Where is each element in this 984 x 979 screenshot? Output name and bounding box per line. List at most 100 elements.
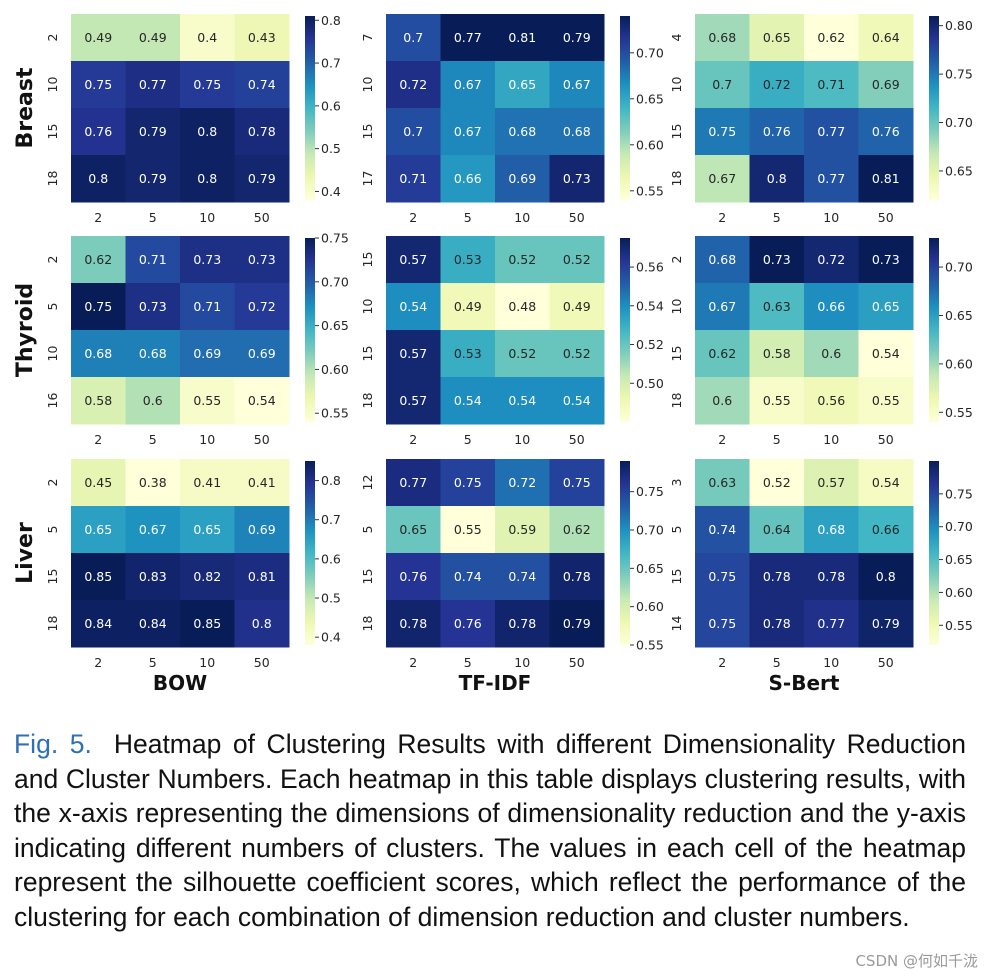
x-tick-label: 2 bbox=[718, 432, 726, 447]
y-tick-label: 10 bbox=[360, 299, 375, 315]
heatmap-cell bbox=[71, 108, 126, 156]
cell-value-label: 0.72 bbox=[248, 299, 276, 314]
heatmap-cell bbox=[695, 506, 750, 554]
heatmap-cell bbox=[440, 283, 496, 331]
heatmap-cell bbox=[71, 61, 126, 109]
x-tick-label: 10 bbox=[199, 432, 215, 447]
heatmap-cell bbox=[125, 330, 181, 378]
cell-value-label: 0.78 bbox=[399, 616, 427, 631]
heatmap-figure: 0.49 0.49 0.4 0.430.75 0.77 0.75 0.740.76 0.79 0… bbox=[13, 13, 973, 695]
heatmap-cell bbox=[804, 459, 859, 507]
heatmap-cell bbox=[440, 108, 496, 156]
heatmap-cell bbox=[749, 553, 805, 601]
cell-value-label: 0.84 bbox=[139, 616, 167, 631]
cell-value-label: 0.69 bbox=[248, 522, 276, 537]
heatmap-cell bbox=[71, 236, 126, 284]
caption-text: Heatmap of Clustering Results with diffe… bbox=[14, 729, 966, 932]
cell-value-label: 0.81 bbox=[508, 30, 536, 45]
heatmap-cell bbox=[125, 506, 181, 554]
cell-value-label: 0.8 bbox=[197, 171, 217, 186]
heatmap-cell bbox=[695, 14, 750, 62]
heatmap-cell bbox=[386, 108, 441, 156]
cell-value-label: 0.68 bbox=[708, 30, 736, 45]
cell-value-label: 0.69 bbox=[508, 171, 536, 186]
y-tick-label: 18 bbox=[45, 616, 60, 632]
heatmap-cell bbox=[180, 506, 235, 554]
heatmap-cell bbox=[386, 283, 441, 331]
cell-value-label: 0.8 bbox=[197, 124, 217, 139]
colorbar-tick-label: 0.65 bbox=[321, 318, 349, 333]
cell-value-label: 0.76 bbox=[399, 569, 427, 584]
heatmap-cell bbox=[234, 377, 290, 425]
cell-value-label: 0.68 bbox=[817, 522, 845, 537]
colorbar-tick-label: 0.6 bbox=[321, 551, 341, 566]
heatmap-cell bbox=[495, 155, 550, 203]
cell-value-label: 0.81 bbox=[248, 569, 276, 584]
heatmap-cell bbox=[804, 14, 859, 62]
colorbar-tick-label: 0.65 bbox=[636, 91, 664, 106]
cell-value-label: 0.8 bbox=[876, 569, 896, 584]
heatmap-cell bbox=[440, 14, 496, 62]
x-tick-label: 2 bbox=[718, 655, 726, 670]
y-tick-label: 10 bbox=[45, 77, 60, 93]
cell-value-label: 0.71 bbox=[399, 171, 427, 186]
cell-value-label: 0.7 bbox=[712, 77, 732, 92]
heatmap-cell bbox=[125, 283, 181, 331]
heatmap-cell bbox=[180, 283, 235, 331]
colorbar bbox=[929, 238, 939, 422]
heatmap-cell bbox=[386, 155, 441, 203]
heatmap-cell bbox=[495, 14, 550, 62]
heatmap-cell bbox=[386, 553, 441, 601]
heatmap-liver-bow: 0.45 0.38 0.41 0.410.65 0.67 0.65 0.690.85 0.83… bbox=[45, 459, 341, 670]
y-tick-label: 3 bbox=[669, 479, 684, 487]
x-tick-label: 5 bbox=[773, 655, 781, 670]
cell-value-label: 0.78 bbox=[248, 124, 276, 139]
cell-value-label: 0.74 bbox=[454, 569, 482, 584]
colorbar-tick-label: 0.7 bbox=[321, 56, 341, 71]
cell-value-label: 0.8 bbox=[767, 171, 787, 186]
heatmap-cell bbox=[749, 108, 805, 156]
heatmap-cell bbox=[234, 61, 290, 109]
cell-value-label: 0.75 bbox=[708, 616, 736, 631]
heatmap-cell bbox=[749, 377, 805, 425]
heatmap-cell bbox=[858, 283, 914, 331]
cell-value-label: 0.57 bbox=[817, 475, 845, 490]
colorbar-tick-label: 0.55 bbox=[945, 405, 973, 420]
cell-value-label: 0.57 bbox=[399, 346, 427, 361]
heatmap-cell bbox=[695, 330, 750, 378]
cell-value-label: 0.74 bbox=[708, 522, 736, 537]
colorbar-tick-label: 0.60 bbox=[945, 585, 973, 600]
colorbar-tick-label: 0.55 bbox=[636, 183, 664, 198]
x-tick-label: 5 bbox=[149, 432, 157, 447]
cell-value-label: 0.55 bbox=[872, 393, 900, 408]
cell-value-label: 0.67 bbox=[454, 77, 482, 92]
heatmap-cell bbox=[440, 377, 496, 425]
heatmap-cell bbox=[804, 155, 859, 203]
cell-value-label: 0.68 bbox=[708, 252, 736, 267]
x-tick-label: 2 bbox=[94, 655, 102, 670]
heatmap-cell bbox=[125, 108, 181, 156]
colorbar-tick-label: 0.60 bbox=[321, 362, 349, 377]
heatmap-cell bbox=[858, 61, 914, 109]
heatmap-cell bbox=[858, 108, 914, 156]
heatmap-cell bbox=[440, 236, 496, 284]
heatmap-cell bbox=[234, 155, 290, 203]
x-tick-label: 5 bbox=[773, 210, 781, 225]
colorbar-tick-label: 0.75 bbox=[945, 486, 973, 501]
x-tick-label: 5 bbox=[149, 655, 157, 670]
heatmap-cell bbox=[858, 377, 914, 425]
x-tick-label: 2 bbox=[409, 655, 417, 670]
y-tick-label: 15 bbox=[360, 124, 375, 140]
heatmap-cell bbox=[858, 459, 914, 507]
colorbar-tick-label: 0.55 bbox=[945, 618, 973, 633]
y-tick-label: 15 bbox=[360, 346, 375, 362]
colorbar-tick-label: 0.56 bbox=[636, 260, 664, 275]
colorbar bbox=[929, 16, 939, 200]
colorbar-tick-label: 0.8 bbox=[321, 473, 341, 488]
heatmap-cell bbox=[440, 553, 496, 601]
cell-value-label: 0.77 bbox=[817, 124, 845, 139]
cell-value-label: 0.48 bbox=[508, 299, 536, 314]
x-tick-label: 2 bbox=[718, 210, 726, 225]
heatmap-cell bbox=[440, 600, 496, 648]
cell-value-label: 0.72 bbox=[508, 475, 536, 490]
